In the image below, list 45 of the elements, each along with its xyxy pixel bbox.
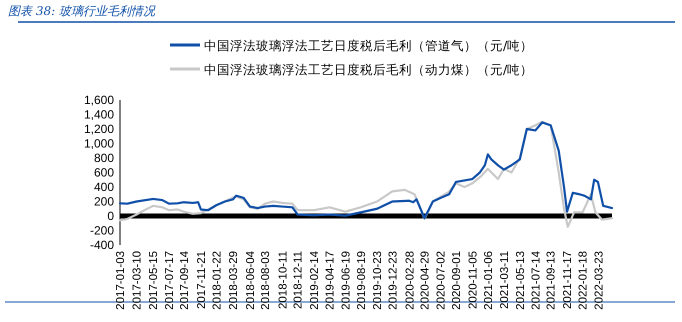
x-tick-label: 2019-02-14 — [309, 250, 322, 310]
x-tick-label: 2018-06-04 — [244, 250, 257, 310]
x-tick-label: 2020-02-28 — [404, 251, 416, 310]
y-tick-label: 1,200 — [84, 122, 114, 136]
y-tick-label: 1,000 — [84, 136, 114, 150]
x-tick-label: 2017-11-21 — [196, 251, 208, 309]
x-tick-label: 2018-08-03 — [260, 251, 272, 310]
x-tick-label: 2020-04-29 — [420, 251, 432, 310]
x-tick-label: 2021-03-11 — [498, 251, 511, 309]
y-tick-label: 0 — [107, 208, 114, 223]
x-tick-label: 2021-11-17 — [562, 251, 574, 309]
y-tick-label: -400 — [90, 238, 114, 252]
x-tick-label: 2021-09-13 — [546, 251, 558, 310]
x-tick-label: 2019-08-19 — [356, 251, 368, 310]
x-tick-label: 2022-01-18 — [578, 251, 590, 310]
x-tick-label: 2018-01-22 — [212, 251, 224, 310]
legend-label: 中国浮法玻璃浮法工艺日度税后毛利（动力煤）（元/吨） — [204, 62, 534, 77]
y-tick-label: 800 — [94, 150, 114, 165]
x-tick-label: 2018-12-11 — [292, 251, 305, 309]
y-tick-label: 200 — [94, 194, 114, 208]
legend-label: 中国浮法玻璃浮法工艺日度税后毛利（管道气）（元/吨） — [204, 38, 534, 53]
x-tick-label: 2019-04-17 — [324, 251, 337, 310]
x-tick-label: 2020-07-02 — [436, 251, 448, 310]
x-tick-label: 2017-09-14 — [178, 250, 191, 310]
chart-title: 图表 38: 玻璃行业毛利情况 — [8, 4, 156, 18]
x-tick-label: 2017-05-15 — [148, 251, 160, 310]
y-tick-label: 400 — [94, 180, 114, 194]
x-tick-label: 2017-01-03 — [115, 251, 128, 310]
x-tick-label: 2018-03-29 — [228, 251, 240, 310]
x-tick-label: 2021-07-14 — [530, 250, 542, 310]
y-tick-label: 1,400 — [84, 107, 114, 122]
x-tick-label: 2018-10-11 — [277, 251, 290, 309]
x-tick-label: 2017-07-17 — [164, 251, 176, 310]
x-tick-label: 2019-10-23 — [372, 251, 384, 310]
x-tick-label: 2021-01-06 — [482, 251, 495, 310]
x-tick-label: 2019-06-19 — [340, 251, 352, 310]
x-tick-label: 2019-12-23 — [387, 251, 400, 310]
x-tick-label: 2022-03-23 — [594, 251, 606, 310]
y-tick-label: -200 — [90, 223, 114, 238]
y-tick-label: 1,600 — [84, 92, 114, 107]
x-tick-label: 2021-05-13 — [514, 251, 527, 310]
y-tick-label: 600 — [94, 165, 114, 180]
x-tick-label: 2017-03-10 — [132, 251, 144, 310]
x-tick-label: 2020-11-05 — [467, 251, 480, 309]
x-tick-label: 2020-09-01 — [450, 251, 463, 310]
